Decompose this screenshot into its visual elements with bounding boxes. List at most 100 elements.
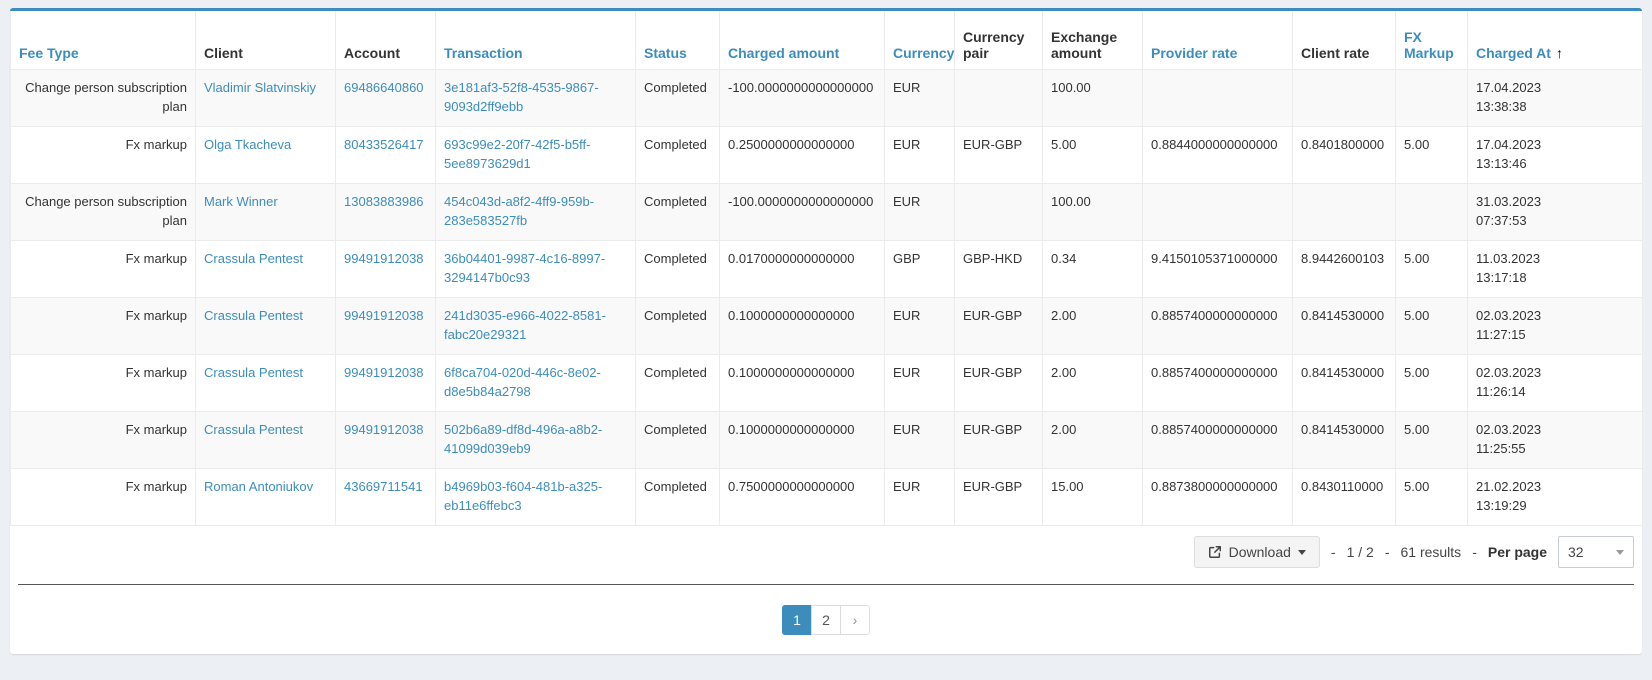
transaction-link[interactable]: b4969b03-f604-481b-a325-eb11e6ffebc3 xyxy=(444,479,603,513)
cell-fee_type: Fx markup xyxy=(10,126,196,184)
page-button-2[interactable]: 2 xyxy=(811,605,841,635)
table-row: Change person subscription plan Vladimir … xyxy=(10,69,1643,127)
cell-charged_amount: 0.2500000000000000 xyxy=(719,126,885,184)
cell-fx_markup: 5.00 xyxy=(1395,297,1468,355)
fees-table: Fee Type Client Account Transaction Status Ch… xyxy=(10,11,1643,526)
cell-currency: EUR xyxy=(884,468,955,526)
cell-currency_pair: GBP-HKD xyxy=(954,240,1043,298)
cell-client_rate: 0.8414530000 xyxy=(1292,411,1396,469)
column-label: Currency pair xyxy=(963,29,1025,61)
cell-fx_markup: 5.00 xyxy=(1395,468,1468,526)
cell-exchange_amount: 100.00 xyxy=(1042,69,1143,127)
client-link[interactable]: Vladimir Slatvinskiy xyxy=(204,80,316,95)
page-button-1[interactable]: 1 xyxy=(782,605,812,635)
account-link[interactable]: 43669711541 xyxy=(344,479,423,494)
download-label: Download xyxy=(1228,544,1291,560)
cell-provider_rate: 9.4150105371000000 xyxy=(1142,240,1293,298)
cell-fx_markup: 5.00 xyxy=(1395,411,1468,469)
column-header-provider_rate[interactable]: Provider rate xyxy=(1142,11,1293,70)
client-link[interactable]: Crassula Pentest xyxy=(204,365,303,380)
column-header-transaction[interactable]: Transaction xyxy=(435,11,636,70)
cell-fx_markup: 5.00 xyxy=(1395,126,1468,184)
cell-fx_markup xyxy=(1395,69,1468,127)
account-link[interactable]: 99491912038 xyxy=(344,365,424,380)
column-label: Status xyxy=(644,45,687,61)
column-header-currency[interactable]: Currency xyxy=(884,11,955,70)
client-link[interactable]: Roman Antoniukov xyxy=(204,479,314,494)
cell-currency: EUR xyxy=(884,354,955,412)
cell-account: 99491912038 xyxy=(335,297,436,355)
account-link[interactable]: 69486640860 xyxy=(344,80,424,95)
cell-charged_amount: 0.0170000000000000 xyxy=(719,240,885,298)
client-link[interactable]: Olga Tkacheva xyxy=(204,137,292,152)
cell-client: Crassula Pentest xyxy=(195,240,336,298)
table-row: Fx markup Crassula Pentest 99491912038 502b… xyxy=(10,411,1643,469)
charged-at-date: 02.03.2023 xyxy=(1476,365,1542,380)
column-label: Currency xyxy=(893,45,955,61)
cell-client: Roman Antoniukov xyxy=(195,468,336,526)
cell-exchange_amount: 100.00 xyxy=(1042,183,1143,241)
cell-transaction: b4969b03-f604-481b-a325-eb11e6ffebc3 xyxy=(435,468,636,526)
transaction-link[interactable]: 241d3035-e966-4022-8581-fabc20e29321 xyxy=(444,308,606,342)
cell-currency: EUR xyxy=(884,183,955,241)
export-icon xyxy=(1208,546,1221,558)
transaction-link[interactable]: 454c043d-a8f2-4ff9-959b-283e583527fb xyxy=(444,194,595,228)
transaction-link[interactable]: 502b6a89-df8d-496a-a8b2-41099d039eb9 xyxy=(444,422,603,456)
account-link[interactable]: 99491912038 xyxy=(344,308,424,323)
cell-client_rate: 0.8414530000 xyxy=(1292,297,1396,355)
cell-currency: GBP xyxy=(884,240,955,298)
column-header-client: Client xyxy=(195,11,336,70)
cell-currency: EUR xyxy=(884,297,955,355)
table-row: Fx markup Crassula Pentest 99491912038 241d… xyxy=(10,297,1643,355)
next-page-button[interactable]: › xyxy=(840,605,870,635)
cell-client_rate: 0.8430110000 xyxy=(1292,468,1396,526)
page-indicator: 1 / 2 xyxy=(1346,544,1374,560)
cell-fx_markup: 5.00 xyxy=(1395,240,1468,298)
column-header-currency_pair: Currency pair xyxy=(954,11,1043,70)
cell-account: 13083883986 xyxy=(335,183,436,241)
cell-charged_amount: 0.1000000000000000 xyxy=(719,354,885,412)
cell-client_rate: 8.9442600103 xyxy=(1292,240,1396,298)
cell-currency_pair: EUR-GBP xyxy=(954,126,1043,184)
client-link[interactable]: Mark Winner xyxy=(204,194,278,209)
column-header-fee_type[interactable]: Fee Type xyxy=(10,11,196,70)
column-header-charged_amount[interactable]: Charged amount xyxy=(719,11,885,70)
account-link[interactable]: 80433526417 xyxy=(344,137,424,152)
client-link[interactable]: Crassula Pentest xyxy=(204,251,303,266)
results-count: 61 results xyxy=(1400,544,1462,560)
pagination: 1 2 › xyxy=(10,605,1642,635)
cell-account: 99491912038 xyxy=(335,354,436,412)
transaction-link[interactable]: 6f8ca704-020d-446c-8e02-d8e5b84a2798 xyxy=(444,365,601,399)
cell-currency_pair: EUR-GBP xyxy=(954,411,1043,469)
cell-exchange_amount: 2.00 xyxy=(1042,354,1143,412)
client-link[interactable]: Crassula Pentest xyxy=(204,308,303,323)
column-header-fx_markup[interactable]: FX Markup xyxy=(1395,11,1468,70)
table-header: Fee Type Client Account Transaction Status Ch… xyxy=(10,11,1643,70)
cell-currency: EUR xyxy=(884,126,955,184)
account-link[interactable]: 99491912038 xyxy=(344,251,424,266)
fees-panel: Fee Type Client Account Transaction Status Ch… xyxy=(10,8,1643,654)
transaction-link[interactable]: 693c99e2-20f7-42f5-b5ff-5ee8973629d1 xyxy=(444,137,591,171)
download-button[interactable]: Download xyxy=(1193,536,1320,568)
charged-at-time: 13:17:18 xyxy=(1476,269,1527,285)
cell-provider_rate: 0.8844000000000000 xyxy=(1142,126,1293,184)
cell-charged_amount: 0.7500000000000000 xyxy=(719,468,885,526)
column-label: FX Markup xyxy=(1404,29,1454,61)
transaction-link[interactable]: 36b04401-9987-4c16-8997-3294147b0c93 xyxy=(444,251,606,285)
cell-charged_at: 11.03.2023 13:17:18 xyxy=(1467,240,1643,298)
separator: - xyxy=(1384,544,1390,560)
cell-status: Completed xyxy=(635,297,720,355)
account-link[interactable]: 99491912038 xyxy=(344,422,424,437)
column-header-charged_at[interactable]: Charged At ↑ xyxy=(1467,11,1643,70)
column-header-client_rate: Client rate xyxy=(1292,11,1396,70)
footer-divider xyxy=(18,584,1634,585)
per-page-select[interactable]: 32 xyxy=(1558,536,1634,568)
client-link[interactable]: Crassula Pentest xyxy=(204,422,303,437)
column-label: Account xyxy=(344,45,400,61)
account-link[interactable]: 13083883986 xyxy=(344,194,424,209)
column-header-status[interactable]: Status xyxy=(635,11,720,70)
column-label: Provider rate xyxy=(1151,45,1238,61)
column-label: Charged amount xyxy=(728,45,840,61)
charged-at-time: 13:13:46 xyxy=(1476,155,1527,171)
transaction-link[interactable]: 3e181af3-52f8-4535-9867-9093d2ff9ebb xyxy=(444,80,599,114)
